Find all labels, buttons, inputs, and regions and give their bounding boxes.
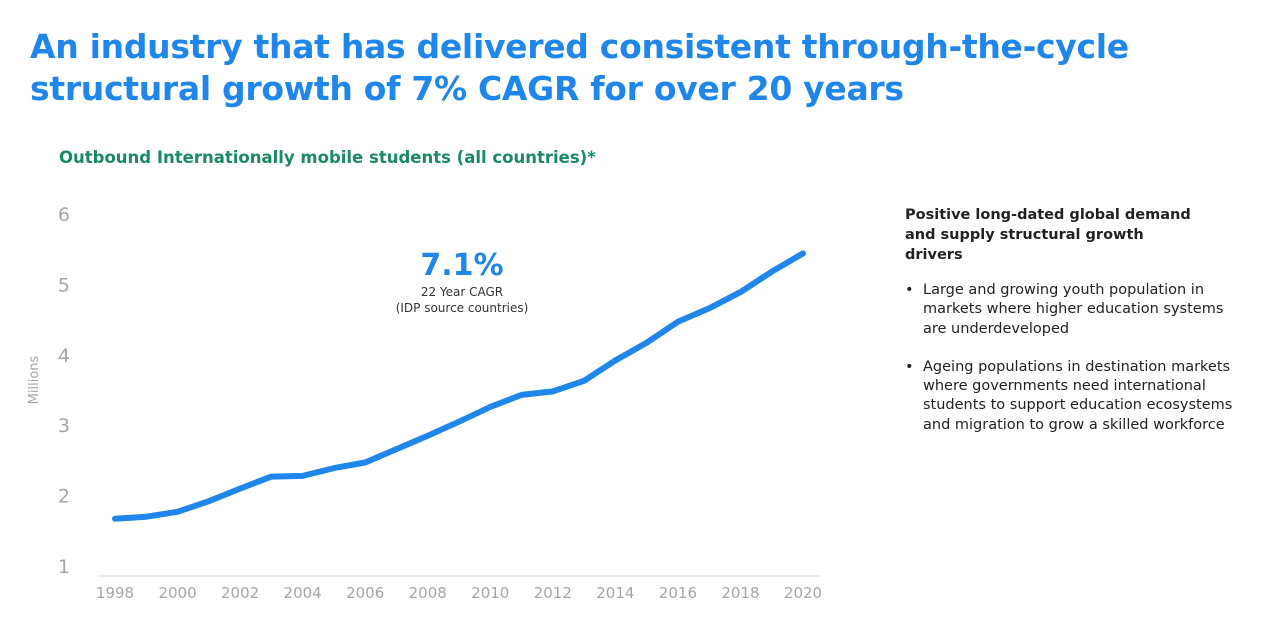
x-tick-label: 2020 (784, 584, 822, 602)
x-tick-label: 2008 (409, 584, 447, 602)
y-tick-label: 1 (58, 556, 70, 578)
series-line (112, 250, 806, 522)
x-tick-label: 2006 (346, 584, 384, 602)
cagr-note: (IDP source countries) (395, 301, 529, 315)
list-item: • Large and growing youth population in … (905, 281, 1235, 339)
bullet-icon: • (905, 358, 914, 375)
y-tick-label: 3 (58, 415, 70, 437)
x-tick-label: 2012 (534, 584, 572, 602)
bullet-icon: • (905, 282, 914, 298)
chart-title: Outbound Internationally mobile students… (59, 148, 596, 167)
y-tick-label: 6 (58, 204, 70, 226)
x-tick-label: 2004 (284, 584, 322, 602)
y-tick-label: 5 (58, 274, 70, 296)
x-tick-label: 2014 (596, 584, 634, 602)
y-axis-label: Millions (27, 355, 42, 404)
list-item-text: Ageing populations in destination market… (923, 358, 1233, 433)
cagr-label: 22 Year CAGR (420, 285, 504, 299)
x-tick-label: 2000 (158, 584, 196, 602)
page-title: An industry that has delivered consisten… (30, 27, 1129, 108)
y-tick-label: 2 (58, 486, 70, 508)
list-item: • Ageing populations in destination mark… (905, 358, 1235, 435)
y-tick-label: 4 (58, 345, 70, 367)
list-item-text: Large and growing youth population in ma… (923, 282, 1224, 337)
x-tick-label: 2002 (221, 584, 259, 602)
x-tick-label: 1998 (96, 584, 134, 602)
x-tick-label: 2016 (659, 584, 697, 602)
growth-drivers-list: • Large and growing youth population in … (905, 281, 1235, 435)
x-tick-label: 2010 (471, 584, 509, 602)
growth-drivers-heading: Positive long-dated global demand and su… (905, 207, 1191, 263)
x-tick-label: 2018 (721, 584, 759, 602)
cagr-callout: 7.1% 22 Year CAGR (IDP source countries) (362, 248, 562, 316)
line-chart: 1 2 3 4 5 6 1998 2000 2002 2004 2006 2008 2010 2012 2… (27, 204, 822, 602)
growth-drivers-panel: Positive long-dated global demand and su… (905, 205, 1235, 454)
cagr-value: 7.1% (420, 248, 504, 283)
